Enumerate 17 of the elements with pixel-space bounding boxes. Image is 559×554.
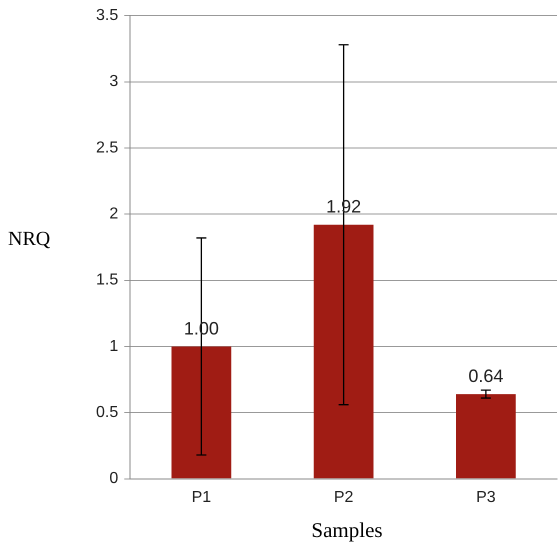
y-tick-label: 1.5 — [96, 272, 118, 289]
y-tick-label: 1 — [109, 338, 118, 355]
bar — [456, 394, 516, 478]
x-tick-label: P3 — [476, 488, 496, 506]
bar — [314, 224, 374, 478]
x-axis-title: Samples — [310, 518, 384, 543]
y-tick-label: 3 — [109, 73, 118, 90]
bar — [171, 346, 232, 478]
y-tick-label: 0.5 — [96, 404, 118, 422]
y-tick-label: 0 — [109, 470, 118, 488]
y-axis-title: NRQ — [8, 228, 50, 251]
x-tick-label: P2 — [334, 488, 354, 506]
y-tick-label: 3.5 — [96, 7, 118, 24]
y-tick-label: 2 — [109, 206, 118, 223]
x-tick-label: P1 — [192, 488, 212, 506]
y-tick-label: 2.5 — [96, 139, 118, 156]
data-label: 0.64 — [468, 366, 504, 386]
